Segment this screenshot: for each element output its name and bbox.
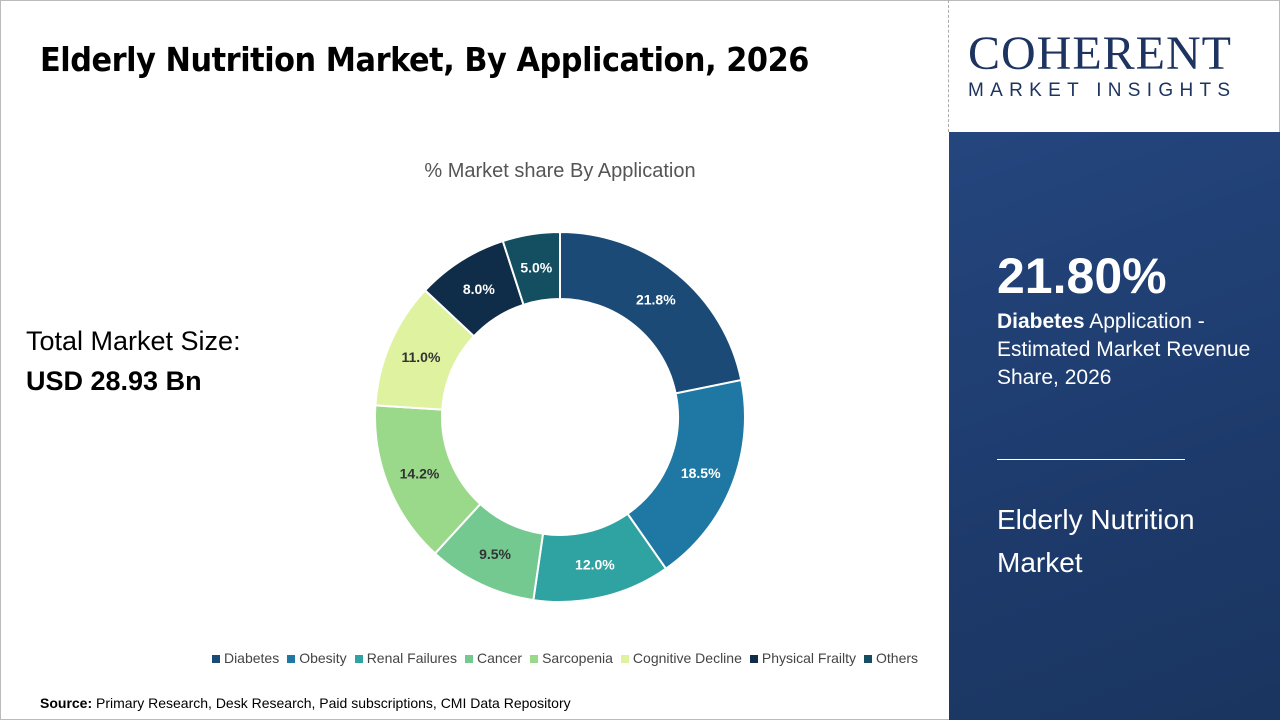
chart-title: % Market share By Application	[424, 160, 696, 182]
data-label: 5.0%	[520, 259, 552, 275]
legend-swatch	[620, 655, 629, 663]
data-label: 9.5%	[479, 546, 511, 562]
legend-swatch	[749, 655, 758, 663]
source-note: Source: Primary Research, Desk Research,…	[40, 695, 571, 711]
legend-item: Physical Frailty	[749, 650, 857, 666]
legend-label: Diabetes	[223, 650, 280, 666]
logo-line2: MARKET INSIGHTS	[968, 80, 1237, 101]
legend-swatch	[464, 655, 473, 663]
page-title: Elderly Nutrition Market, By Application…	[40, 40, 809, 79]
data-label: 14.2%	[400, 466, 440, 482]
company-logo: COHERENT MARKET INSIGHTS	[968, 30, 1268, 102]
legend-label: Cognitive Decline	[632, 650, 742, 666]
legend-swatch	[354, 655, 363, 663]
donut-slice-others	[501, 230, 561, 307]
donut-chart: 21.8% 18.5% 12.0% 9.5% 14.2% 11.0% 8.0% 5.0%	[374, 230, 746, 603]
legend-label: Cancer	[476, 650, 523, 666]
kpi-description: Diabetes Application - Estimated Market …	[997, 308, 1267, 392]
kpi-desc-text: Application - Estimated Market Revenue S…	[997, 310, 1251, 389]
legend-item: Others	[864, 650, 918, 666]
market-name: Elderly Nutrition Market	[997, 504, 1195, 578]
legend-label: Sarcopenia	[542, 650, 613, 666]
source-text: Primary Research, Desk Research, Paid su…	[96, 695, 571, 711]
data-label: 12.0%	[575, 556, 615, 572]
panel-divider	[997, 459, 1185, 460]
source-label: Source:	[40, 695, 93, 711]
data-label: 18.5%	[681, 465, 721, 481]
divider	[948, 0, 949, 132]
legend-swatch	[287, 655, 296, 663]
data-label: 21.8%	[636, 292, 676, 308]
highlight-panel: 21.80% Diabetes Application - Estimated …	[949, 132, 1280, 720]
legend-label: Others	[876, 650, 919, 666]
legend-item: Cognitive Decline	[620, 650, 742, 666]
data-label: 11.0%	[401, 349, 440, 365]
logo-line1: COHERENT	[968, 27, 1232, 80]
legend-item: Renal Failures	[354, 650, 457, 666]
total-market-value: USD 28.93 Bn	[26, 366, 202, 396]
data-label: 8.0%	[463, 281, 495, 297]
legend-swatch	[530, 655, 539, 663]
legend-swatch	[211, 655, 220, 663]
legend-swatch	[864, 655, 873, 663]
kpi-value: 21.80%	[997, 248, 1167, 304]
legend-label: Physical Frailty	[761, 650, 857, 666]
donut-slice-diabetes	[559, 230, 743, 395]
legend-label: Renal Failures	[366, 650, 457, 666]
legend-item: Obesity	[287, 650, 347, 666]
legend-item: Cancer	[464, 650, 523, 666]
chart-legend: Diabetes Obesity Renal Failures Cancer Sarco…	[0, 650, 1130, 666]
legend-item: Sarcopenia	[530, 650, 613, 666]
legend-label: Obesity	[299, 650, 347, 666]
kpi-segment: Diabetes	[997, 310, 1085, 333]
total-market-label: Total Market Size:	[26, 326, 241, 356]
legend-item: Diabetes	[211, 650, 280, 666]
